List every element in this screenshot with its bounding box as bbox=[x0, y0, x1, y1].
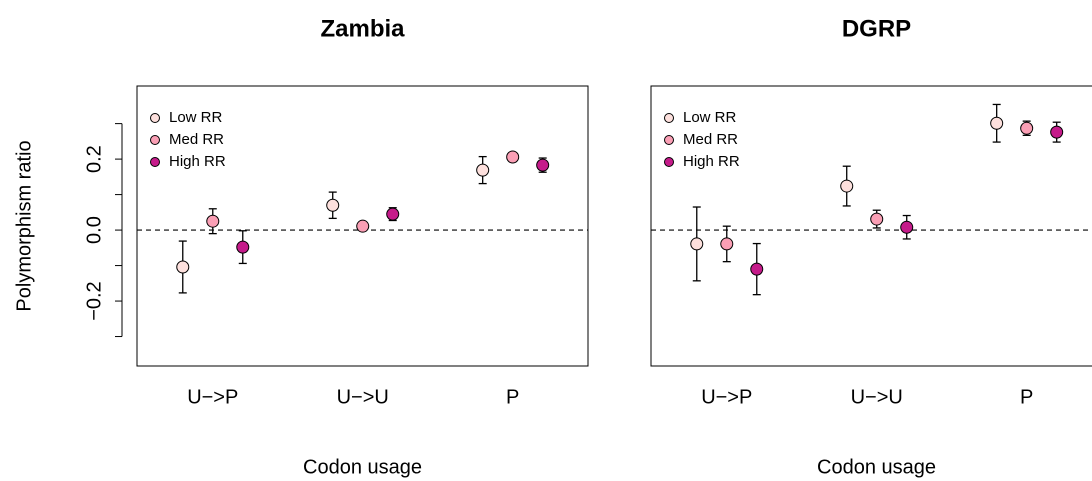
legend-marker bbox=[150, 135, 160, 145]
data-point bbox=[990, 116, 1004, 130]
plot-box bbox=[136, 85, 589, 367]
legend-label: Low RR bbox=[169, 109, 223, 126]
data-point bbox=[1020, 121, 1034, 135]
data-point bbox=[176, 260, 190, 274]
x-tick-label: U−>U bbox=[851, 386, 903, 408]
x-tick-label: U−>U bbox=[337, 386, 389, 408]
data-point bbox=[900, 220, 914, 234]
plot-box bbox=[650, 85, 1092, 367]
data-point bbox=[750, 262, 764, 276]
data-point bbox=[236, 240, 250, 254]
data-point bbox=[720, 237, 734, 251]
legend-marker bbox=[664, 157, 674, 167]
y-axis-label: Polymorphism ratio bbox=[13, 140, 35, 311]
legend-marker bbox=[664, 113, 674, 123]
legend-marker bbox=[664, 135, 674, 145]
y-tick-label: 0.2 bbox=[83, 145, 105, 173]
data-point bbox=[506, 150, 520, 164]
data-point bbox=[870, 212, 884, 226]
data-point bbox=[536, 158, 550, 172]
data-point bbox=[476, 163, 490, 177]
data-point bbox=[206, 214, 220, 228]
y-tick-label: −0.2 bbox=[83, 281, 105, 320]
x-tick-label: P bbox=[1020, 386, 1033, 408]
legend-marker bbox=[150, 157, 160, 167]
data-point bbox=[356, 219, 370, 233]
legend-label: Med RR bbox=[169, 131, 224, 148]
x-tick-label: P bbox=[506, 386, 519, 408]
x-axis-label: Codon usage bbox=[303, 456, 422, 478]
data-point bbox=[840, 179, 854, 193]
data-point bbox=[326, 198, 340, 212]
legend-label: Med RR bbox=[683, 131, 738, 148]
legend-label: Low RR bbox=[683, 109, 737, 126]
panel-title: Zambia bbox=[320, 15, 405, 42]
legend-label: High RR bbox=[683, 153, 740, 170]
data-point bbox=[1050, 125, 1064, 139]
legend-marker bbox=[150, 113, 160, 123]
legend-label: High RR bbox=[169, 153, 226, 170]
data-point bbox=[690, 237, 704, 251]
x-tick-label: U−>P bbox=[701, 386, 752, 408]
x-tick-label: U−>P bbox=[187, 386, 238, 408]
panel-title: DGRP bbox=[842, 15, 911, 42]
x-axis-label: Codon usage bbox=[817, 456, 936, 478]
y-tick-label: 0.0 bbox=[83, 216, 105, 244]
data-point bbox=[386, 207, 400, 221]
